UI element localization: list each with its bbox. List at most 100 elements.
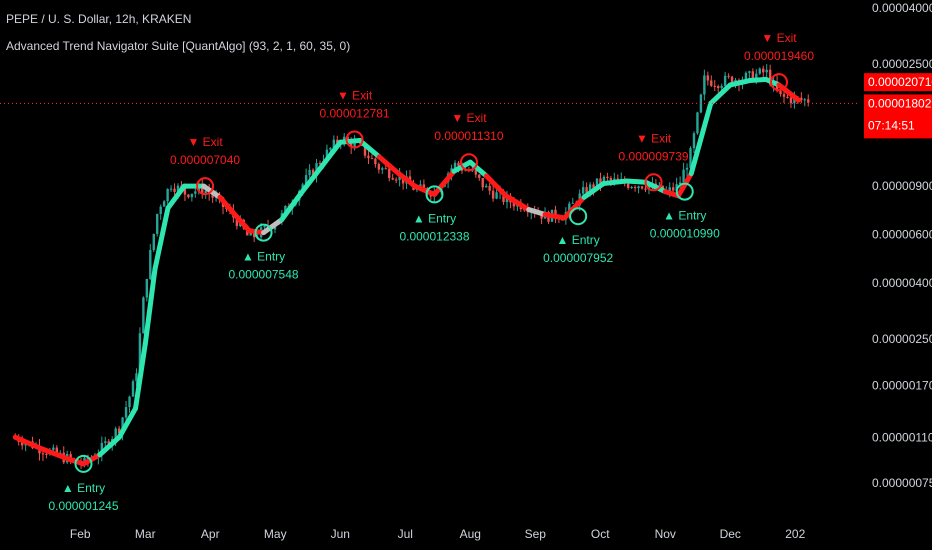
candle-body xyxy=(561,219,564,221)
exit-price: 0.000011310 xyxy=(434,129,504,143)
candle-body xyxy=(491,190,495,199)
candle-body xyxy=(183,188,187,195)
candle-body xyxy=(377,164,381,170)
price-tick-label: 0.000004000 xyxy=(872,276,932,290)
candle-body xyxy=(488,185,491,191)
signals-layer: ▲ Entry 0.000001245 ▼ Exit 0.000007040 ▲ Ent… xyxy=(48,31,814,513)
symbol-title: PEPE / U. S. Dollar, 12h, KRAKEN xyxy=(6,12,192,26)
entry-price: 0.000007952 xyxy=(543,251,613,265)
candle-body xyxy=(353,141,356,148)
candle-body xyxy=(391,178,394,180)
candle-body xyxy=(717,86,720,89)
trend-segment xyxy=(412,183,437,197)
candle-body xyxy=(744,72,748,80)
trend-segment xyxy=(133,341,148,411)
entry-marker xyxy=(569,207,588,226)
trend-segment xyxy=(97,434,122,458)
candle-body xyxy=(793,96,796,104)
candle-body xyxy=(588,184,592,194)
time-axis[interactable]: Feb Mar Apr May Jun Jul Aug Sep Oct Nov Dec 202 xyxy=(70,527,806,541)
candle-body xyxy=(755,73,758,82)
candle-body xyxy=(263,225,266,228)
price-tick-label: 0.000002500 xyxy=(872,332,932,346)
trend-segment xyxy=(165,183,187,211)
candle-body xyxy=(779,91,782,95)
indicator-value-box xyxy=(864,73,932,92)
candle-body xyxy=(668,187,671,191)
time-tick-label: Jun xyxy=(331,527,350,541)
trend-line-layer xyxy=(12,76,801,467)
candle-body xyxy=(304,175,308,185)
exit-label: ▼ Exit xyxy=(451,111,487,125)
entry-price: 0.000012338 xyxy=(399,229,469,243)
candle-body xyxy=(128,396,131,408)
trend-segment xyxy=(747,76,769,84)
exit-label: ▼ Exit xyxy=(187,135,223,149)
candle-body xyxy=(162,201,166,207)
candle-body xyxy=(166,188,169,202)
price-axis[interactable]: 0.000040000 0.000025000 0.000009000 0.00000… xyxy=(872,1,932,490)
candle-body xyxy=(474,170,478,175)
candle-body xyxy=(626,183,630,188)
time-tick-label: Nov xyxy=(655,527,676,541)
candle-body xyxy=(581,187,585,194)
candle-body xyxy=(135,373,138,382)
exit-marker xyxy=(459,153,478,172)
candle-body xyxy=(394,179,398,181)
countdown-label: 07:14:51 xyxy=(868,118,915,132)
trend-segment xyxy=(12,434,44,452)
trend-segment xyxy=(542,212,567,221)
price-tick-label: 0.000001700 xyxy=(872,378,932,392)
candle-body xyxy=(592,184,595,189)
candle-body xyxy=(682,169,685,183)
candle-body xyxy=(149,249,152,279)
candle-body xyxy=(145,278,149,298)
candle-body xyxy=(55,447,59,455)
candle-body xyxy=(370,158,374,160)
indicator-title: Advanced Trend Navigator Suite [QuantAlg… xyxy=(6,39,351,53)
candle-body xyxy=(363,144,367,156)
trend-segment xyxy=(142,266,158,347)
price-tick-label: 0.000025000 xyxy=(872,57,932,71)
candle-body xyxy=(41,453,45,455)
candle-body xyxy=(152,233,155,250)
trend-segment xyxy=(581,181,606,200)
candle-body xyxy=(571,202,574,204)
candle-body xyxy=(169,188,173,190)
candle-body xyxy=(176,185,180,192)
trend-segment xyxy=(396,171,418,189)
candle-body xyxy=(485,185,488,188)
time-tick-label: 202 xyxy=(785,527,805,541)
entry-price: 0.000001245 xyxy=(48,499,118,513)
trend-segment xyxy=(526,207,548,218)
candle-body xyxy=(124,407,128,418)
candle-body xyxy=(249,232,252,236)
candle-body xyxy=(595,178,599,189)
time-tick-label: May xyxy=(264,527,287,541)
candle-body xyxy=(696,112,699,134)
candle-body xyxy=(606,176,609,178)
candle-body xyxy=(211,194,214,198)
trend-segment xyxy=(298,165,324,196)
candle-body xyxy=(45,453,48,455)
time-tick-label: Jul xyxy=(398,527,413,541)
candle-body xyxy=(201,185,204,194)
candle-body xyxy=(671,187,675,191)
candle-body xyxy=(644,188,647,190)
candle-body xyxy=(495,192,498,199)
candle-body xyxy=(325,149,329,162)
trend-segment xyxy=(81,452,103,467)
candle-body xyxy=(114,428,117,440)
trend-segment xyxy=(357,137,382,160)
candle-body xyxy=(800,97,803,101)
time-tick-label: Sep xyxy=(525,527,547,541)
candle-body xyxy=(720,85,723,89)
price-tick-label: 0.000006000 xyxy=(872,228,932,242)
candle-body xyxy=(585,187,588,194)
trend-segment xyxy=(432,168,457,197)
exit-label: ▼ Exit xyxy=(761,31,797,45)
trend-segment xyxy=(484,173,509,199)
entry-marker xyxy=(425,185,444,204)
